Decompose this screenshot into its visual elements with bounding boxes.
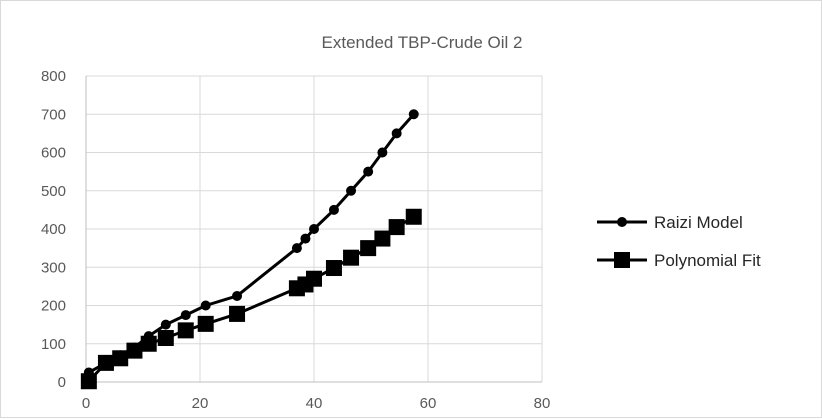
x-tick-label: 40	[306, 395, 323, 412]
legend: Raizi Model Polynomial Fit	[597, 213, 761, 270]
x-tick-label: 0	[82, 395, 90, 412]
data-point	[300, 234, 310, 244]
data-point	[178, 322, 194, 338]
data-point	[360, 240, 376, 256]
data-point	[141, 336, 157, 352]
data-point	[326, 260, 342, 276]
data-point	[389, 219, 405, 235]
y-tick-label: 500	[41, 183, 66, 200]
data-point	[306, 271, 322, 287]
data-point	[98, 355, 114, 371]
data-point	[292, 243, 302, 253]
y-tick-label: 600	[41, 145, 66, 162]
data-point	[232, 291, 242, 301]
data-point	[409, 109, 419, 119]
legend-marker	[614, 252, 630, 268]
data-point	[126, 343, 142, 359]
data-point	[158, 330, 174, 346]
chart-title: Extended TBP-Crude Oil 2	[322, 33, 523, 52]
x-tick-label: 20	[192, 395, 209, 412]
y-tick-label: 300	[41, 259, 66, 276]
y-tick-label: 400	[41, 221, 66, 238]
legend-marker	[617, 217, 627, 227]
legend-label: Raizi Model	[654, 213, 743, 232]
legend-item-polynomial-fit: Polynomial Fit	[597, 251, 761, 270]
y-tick-label: 700	[41, 106, 66, 123]
series-layer	[81, 109, 422, 389]
legend-label: Polynomial Fit	[654, 251, 761, 270]
y-tick-label: 200	[41, 298, 66, 315]
data-point	[374, 231, 390, 247]
data-point	[81, 373, 97, 389]
series-polynomial-fit	[81, 209, 422, 389]
y-tick-label: 0	[58, 374, 66, 391]
data-point	[329, 205, 339, 215]
data-point	[309, 224, 319, 234]
data-point	[343, 250, 359, 266]
data-point	[346, 186, 356, 196]
data-point	[406, 209, 422, 225]
data-point	[161, 320, 171, 330]
data-point	[198, 316, 214, 332]
data-point	[377, 148, 387, 158]
data-point	[181, 310, 191, 320]
data-point	[112, 350, 128, 366]
data-point	[201, 301, 211, 311]
legend-item-raizi-model: Raizi Model	[597, 213, 743, 232]
y-tick-label: 800	[41, 68, 66, 85]
x-tick-label: 80	[534, 395, 551, 412]
data-point	[363, 167, 373, 177]
y-tick-label: 100	[41, 336, 66, 353]
x-tick-label: 60	[420, 395, 437, 412]
data-point	[392, 128, 402, 138]
data-point	[229, 306, 245, 322]
